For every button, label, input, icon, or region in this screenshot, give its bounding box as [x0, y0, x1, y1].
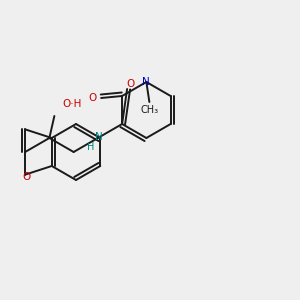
Text: N: N — [142, 77, 150, 87]
Text: O: O — [126, 79, 134, 89]
Text: N: N — [95, 132, 103, 142]
Text: O·H: O·H — [62, 99, 82, 109]
Text: O: O — [22, 172, 30, 182]
Text: CH₃: CH₃ — [140, 105, 158, 115]
Text: H: H — [87, 142, 94, 152]
Text: O: O — [88, 93, 96, 103]
